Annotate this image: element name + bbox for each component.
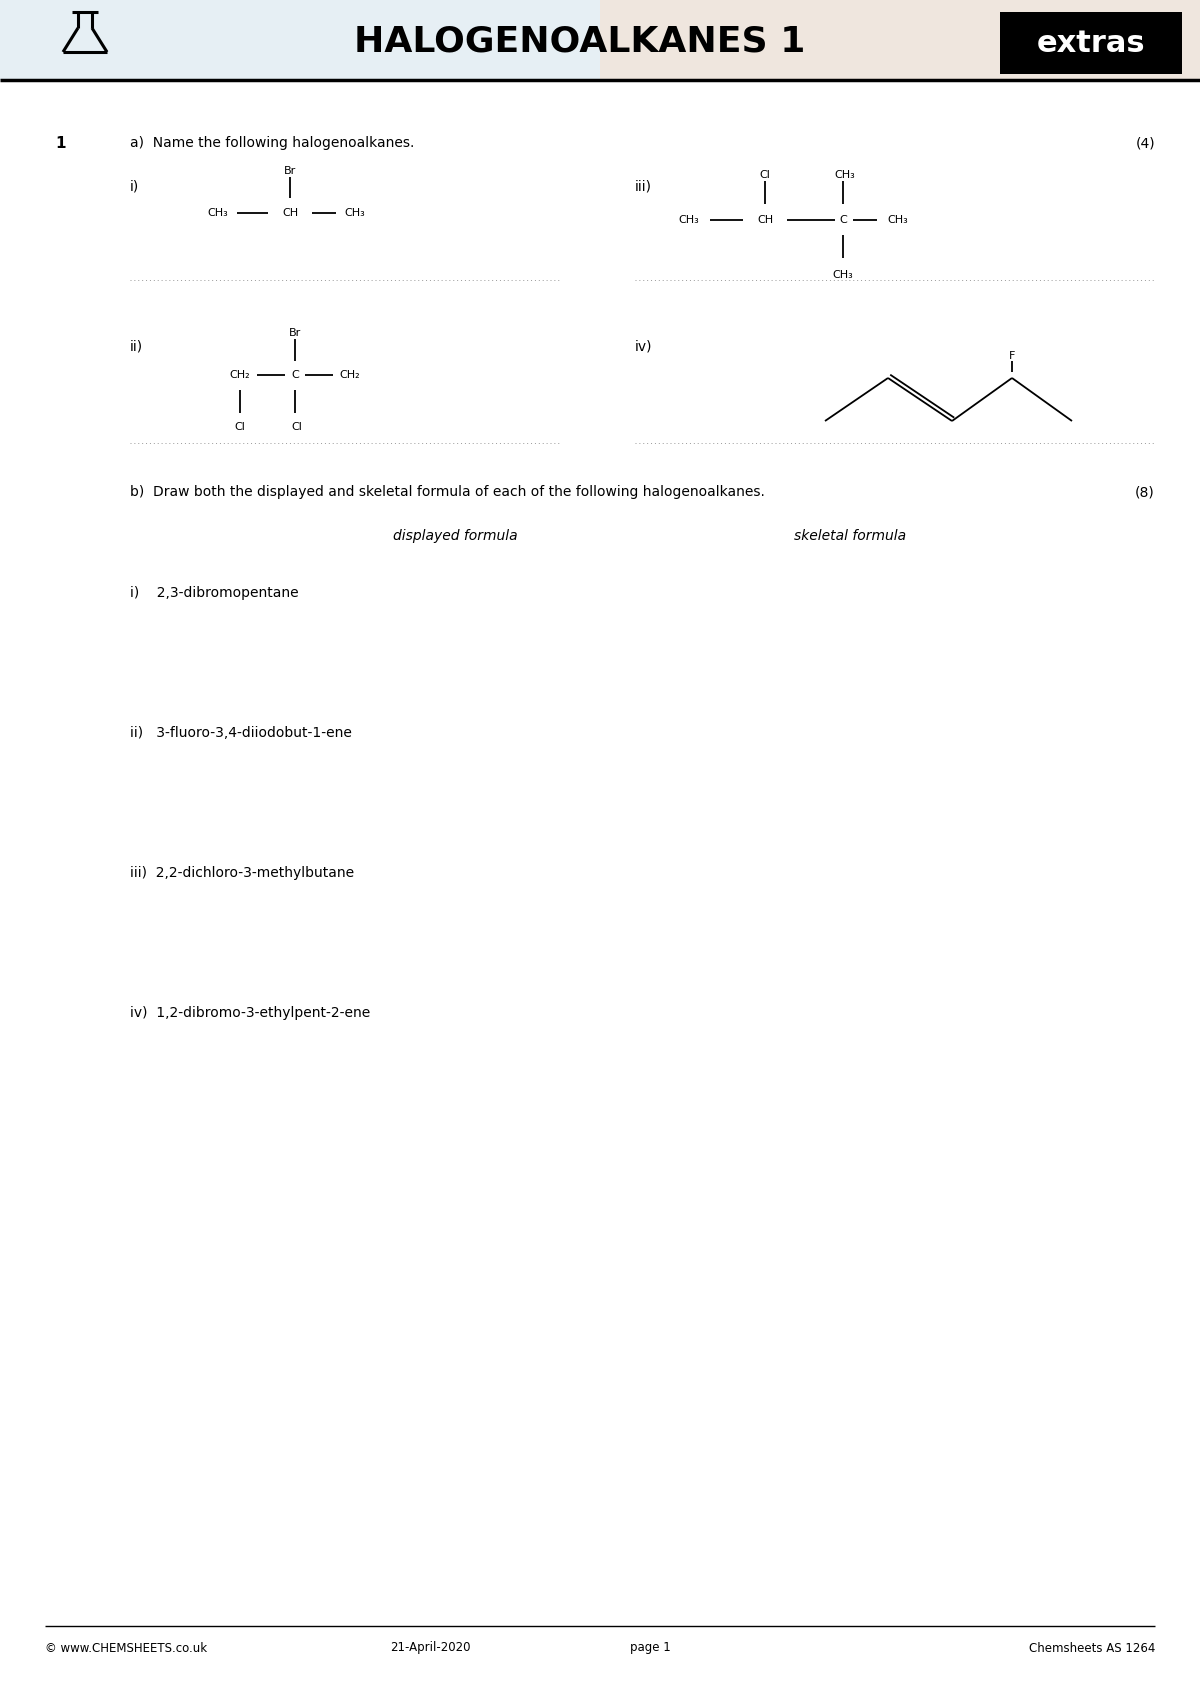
Text: HALOGENOALKANES 1: HALOGENOALKANES 1 xyxy=(354,24,805,58)
Text: CH₃: CH₃ xyxy=(208,207,228,217)
Text: (8): (8) xyxy=(1135,486,1154,499)
Text: CH₃: CH₃ xyxy=(679,216,700,226)
Text: CH: CH xyxy=(757,216,773,226)
Text: 1: 1 xyxy=(55,136,66,151)
Text: CH₃: CH₃ xyxy=(888,216,908,226)
Text: C: C xyxy=(292,370,299,380)
Text: iv): iv) xyxy=(635,340,653,353)
Text: CH₃: CH₃ xyxy=(833,270,853,280)
Text: a)  Name the following halogenoalkanes.: a) Name the following halogenoalkanes. xyxy=(130,136,414,149)
Text: CH₃: CH₃ xyxy=(835,170,856,180)
Text: Br: Br xyxy=(289,328,301,338)
Text: 21-April-2020: 21-April-2020 xyxy=(390,1642,470,1654)
Text: skeletal formula: skeletal formula xyxy=(794,530,906,543)
Text: ii): ii) xyxy=(130,340,143,353)
Text: Cl: Cl xyxy=(760,170,770,180)
Bar xyxy=(600,0,1200,80)
Text: CH: CH xyxy=(282,207,298,217)
Text: Cl: Cl xyxy=(234,423,246,431)
Text: © www.CHEMSHEETS.co.uk: © www.CHEMSHEETS.co.uk xyxy=(46,1642,208,1654)
Bar xyxy=(0,0,600,80)
Bar xyxy=(0,0,1200,80)
Bar xyxy=(1000,12,1182,75)
Text: C: C xyxy=(839,216,847,226)
Text: b)  Draw both the displayed and skeletal formula of each of the following haloge: b) Draw both the displayed and skeletal … xyxy=(130,486,764,499)
Text: Chemsheets AS 1264: Chemsheets AS 1264 xyxy=(1028,1642,1154,1654)
Text: displayed formula: displayed formula xyxy=(392,530,517,543)
Text: (4): (4) xyxy=(1135,136,1154,149)
Text: page 1: page 1 xyxy=(630,1642,671,1654)
Text: CH₂: CH₂ xyxy=(229,370,251,380)
Text: CH₂: CH₂ xyxy=(340,370,360,380)
Text: Cl: Cl xyxy=(292,423,302,431)
Text: iii)  2,2-dichloro-3-methylbutane: iii) 2,2-dichloro-3-methylbutane xyxy=(130,866,354,880)
Text: F: F xyxy=(1009,351,1015,362)
Text: i)    2,3-dibromopentane: i) 2,3-dibromopentane xyxy=(130,586,299,599)
Text: Br: Br xyxy=(284,166,296,177)
Text: iv)  1,2-dibromo-3-ethylpent-2-ene: iv) 1,2-dibromo-3-ethylpent-2-ene xyxy=(130,1005,371,1020)
Text: iii): iii) xyxy=(635,178,652,194)
Text: ii)   3-fluoro-3,4-diiodobut-1-ene: ii) 3-fluoro-3,4-diiodobut-1-ene xyxy=(130,727,352,740)
Text: CH₃: CH₃ xyxy=(344,207,365,217)
Text: i): i) xyxy=(130,178,139,194)
Text: extras: extras xyxy=(1037,29,1145,58)
